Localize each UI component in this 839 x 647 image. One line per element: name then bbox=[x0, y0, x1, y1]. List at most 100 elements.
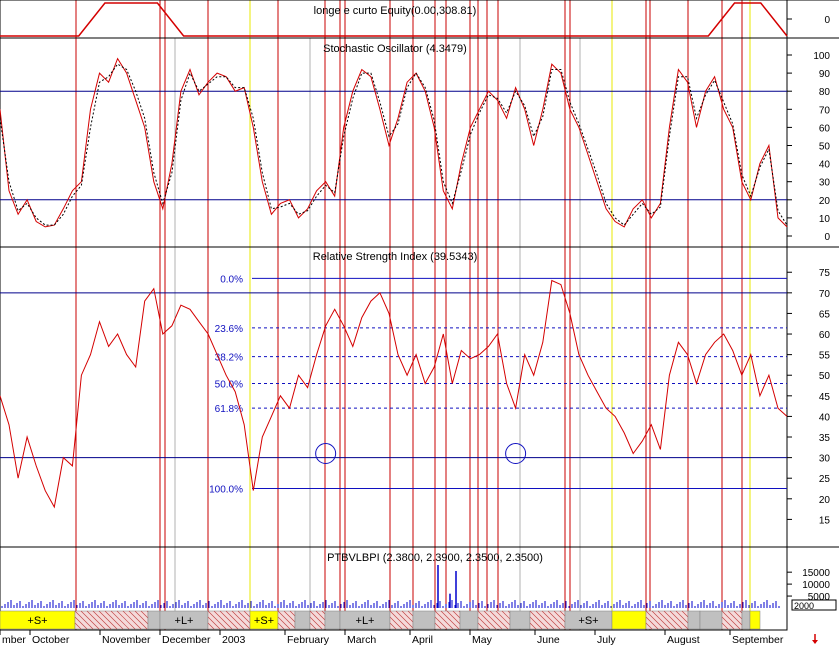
hatch-line bbox=[207, 610, 227, 630]
hatch-line bbox=[116, 610, 136, 630]
hatch-line bbox=[446, 610, 461, 625]
hatch-line bbox=[237, 610, 251, 624]
stochastic-tick-label: 0 bbox=[824, 232, 830, 243]
hatch-line bbox=[434, 622, 442, 630]
rsi-panel-frame bbox=[0, 246, 788, 548]
stochastic-tick-label: 100 bbox=[813, 51, 830, 62]
hatch-line bbox=[122, 610, 142, 630]
rsi-tick-label: 75 bbox=[819, 268, 831, 279]
hatch-line bbox=[645, 610, 665, 630]
hatch-line bbox=[483, 610, 503, 630]
hatch-line bbox=[721, 616, 735, 630]
hatch-line bbox=[80, 610, 100, 630]
hatch-line bbox=[495, 610, 511, 626]
signal-label: +S+ bbox=[27, 615, 47, 627]
fib-label: 38.2% bbox=[215, 353, 243, 364]
stochastic-tick-label: 50 bbox=[819, 142, 831, 153]
stochastic-signal-line bbox=[0, 63, 788, 226]
signal-block bbox=[74, 610, 149, 630]
hatch-line bbox=[477, 610, 497, 630]
hatch-line bbox=[134, 610, 149, 625]
hatch-line bbox=[277, 622, 285, 630]
signal-block bbox=[147, 610, 161, 630]
signal-block bbox=[324, 610, 341, 630]
rsi-tick-label: 20 bbox=[819, 495, 831, 506]
rsi-tick-label: 40 bbox=[819, 412, 831, 423]
hatch-line bbox=[721, 622, 729, 630]
rsi-tick-label: 50 bbox=[819, 371, 831, 382]
hatch-line bbox=[231, 610, 251, 630]
hatch-line bbox=[207, 616, 221, 630]
hatch-line bbox=[315, 610, 326, 621]
stochastic-tick-label: 70 bbox=[819, 105, 831, 116]
volume-axis-box-label: 2000 bbox=[794, 601, 814, 611]
hatch-line bbox=[207, 622, 215, 630]
rsi-panel: 0.0% 23.6% 38.2% 50.0% 61.8% 100.0% bbox=[0, 274, 788, 509]
hatch-line bbox=[529, 610, 549, 630]
x-tick-label: November bbox=[102, 634, 151, 646]
hatch-line bbox=[277, 610, 296, 629]
hatch-line bbox=[645, 616, 659, 630]
hatch-line bbox=[389, 616, 403, 630]
rsi-title: Relative Strength Index (39.5343) bbox=[313, 251, 478, 263]
hatch-line bbox=[535, 610, 555, 630]
hatch-line bbox=[389, 622, 397, 630]
hatch-line bbox=[309, 616, 323, 630]
stochastic-tick-label: 60 bbox=[819, 123, 831, 134]
x-tick-label: October bbox=[32, 634, 70, 646]
hatch-line bbox=[110, 610, 130, 630]
hatch-line bbox=[74, 616, 88, 630]
x-tick-label: 2003 bbox=[222, 634, 246, 646]
highlight-circle bbox=[315, 442, 337, 464]
rsi-tick-label: 65 bbox=[819, 309, 831, 320]
x-axis: mber October November December 2003 February M… bbox=[0, 629, 787, 646]
hatch-line bbox=[225, 610, 245, 630]
hatch-line bbox=[434, 610, 454, 630]
equity-tick-label: 0 bbox=[824, 15, 830, 26]
hatch-line bbox=[309, 622, 317, 630]
hatch-line bbox=[489, 610, 509, 630]
hatch-line bbox=[651, 610, 671, 630]
fib-label: 50.0% bbox=[215, 379, 243, 390]
y-axis-labels: 0100908070605040302010075706560555045403… bbox=[787, 15, 830, 603]
hatch-line bbox=[529, 616, 543, 630]
hatch-line bbox=[395, 610, 414, 629]
hatch-line bbox=[243, 610, 251, 618]
volume-axis-box bbox=[791, 599, 837, 611]
rsi-tick-label: 35 bbox=[819, 433, 831, 444]
hatch-line bbox=[277, 616, 291, 630]
signal-block bbox=[699, 610, 723, 630]
hatch-line bbox=[434, 616, 448, 630]
stochastic-tick-label: 90 bbox=[819, 69, 831, 80]
hatch-line bbox=[98, 610, 118, 630]
fib-label: 100.0% bbox=[209, 485, 243, 496]
hatch-line bbox=[452, 610, 461, 619]
stochastic-panel bbox=[0, 57, 788, 228]
hatch-line bbox=[283, 610, 296, 623]
hatch-line bbox=[140, 610, 149, 619]
x-tick-label: June bbox=[537, 634, 560, 646]
volume-tick-label: 15000 bbox=[802, 568, 830, 579]
hatch-line bbox=[553, 610, 566, 623]
hatch-line bbox=[213, 610, 233, 630]
x-tick-label: July bbox=[597, 634, 616, 646]
hatch-line bbox=[645, 622, 653, 630]
hatch-line bbox=[559, 610, 566, 617]
stochastic-panel-frame bbox=[0, 37, 788, 248]
rsi-tick-label: 55 bbox=[819, 351, 831, 362]
x-tick-label: mber bbox=[2, 634, 26, 646]
rsi-tick-label: 45 bbox=[819, 392, 831, 403]
stochastic-tick-label: 30 bbox=[819, 178, 831, 189]
hatch-line bbox=[477, 622, 485, 630]
stochastic-tick-label: 20 bbox=[819, 196, 831, 207]
hatch-line bbox=[389, 610, 409, 630]
down-arrow-icon[interactable] bbox=[812, 634, 818, 644]
hatch-line bbox=[321, 610, 326, 615]
hatch-line bbox=[529, 622, 537, 630]
hatch-line bbox=[501, 610, 511, 620]
hatch-line bbox=[401, 610, 414, 623]
hatch-line bbox=[440, 610, 460, 630]
signal-block bbox=[749, 610, 761, 630]
x-tick-label: December bbox=[162, 634, 211, 646]
stochastic-title: Stochastic Oscillator (4.3479) bbox=[323, 43, 467, 55]
